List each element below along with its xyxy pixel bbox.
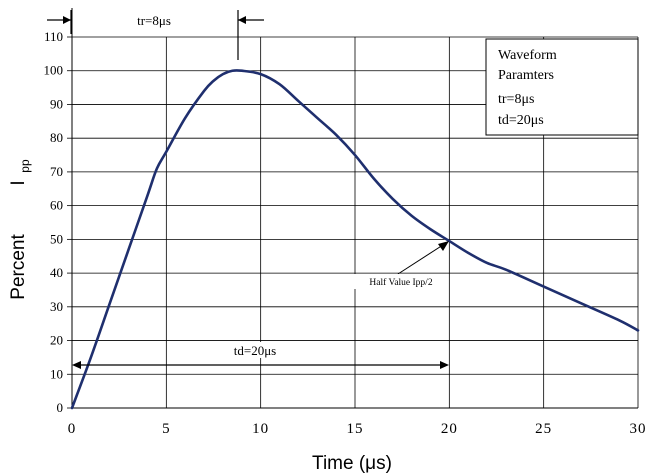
x-tick-label-25: 25 xyxy=(535,421,552,437)
y-tick-label-90: 90 xyxy=(50,96,63,111)
y-tick-label-0: 0 xyxy=(57,400,64,415)
y-axis-label: Percent xyxy=(8,234,29,300)
td-arrowhead-right xyxy=(440,361,449,369)
x-tick-label-0: 0 xyxy=(68,421,77,437)
series-line-0 xyxy=(70,69,640,410)
y-tick-label-10: 10 xyxy=(50,366,63,381)
y-axis-label-group: Percent I pp xyxy=(8,159,32,300)
half-value-label: Half Value Ipp/2 xyxy=(369,277,432,288)
x-tick-label-30: 30 xyxy=(630,421,647,437)
y-axis-label-symbol: I xyxy=(8,180,29,185)
y-tick-label-60: 60 xyxy=(50,198,63,213)
y-tick-label-80: 80 xyxy=(50,130,63,145)
legend-line-1: Waveform xyxy=(498,48,557,63)
tr-arrowhead-left xyxy=(63,16,71,24)
td-label-bg xyxy=(221,342,289,358)
legend-line-4: td=20μs xyxy=(498,113,544,128)
y-tick-label-30: 30 xyxy=(50,299,63,314)
legend-box xyxy=(485,38,639,136)
y-tick-label-20: 20 xyxy=(50,333,63,348)
series-layer xyxy=(70,69,640,410)
y-tick-label-70: 70 xyxy=(50,164,63,179)
x-tick-label-20: 20 xyxy=(441,421,458,437)
half-value-pointer xyxy=(397,242,447,275)
x-tick-labels: 0 5 10 15 20 25 30 xyxy=(68,421,647,437)
axes xyxy=(67,8,638,409)
x-tick-label-10: 10 xyxy=(252,421,269,437)
y-tick-label-100: 100 xyxy=(44,63,64,78)
x-tick-label-15: 15 xyxy=(347,421,364,437)
y-tick-label-50: 50 xyxy=(50,231,63,246)
half-value-arrowhead xyxy=(438,241,449,251)
y-axis-label-subscript: pp xyxy=(18,159,32,173)
y-tick-label-110: 110 xyxy=(44,29,63,44)
x-tick-label-5: 5 xyxy=(162,421,171,437)
legend-line-3: tr=8μs xyxy=(498,92,534,107)
td-arrowhead-left xyxy=(72,361,81,369)
x-axis-label: Time (μs) xyxy=(312,453,392,474)
tr-arrowhead-right xyxy=(238,16,246,24)
td-label: td=20μs xyxy=(234,343,276,358)
legend-line-2: Paramters xyxy=(498,68,554,83)
tr-label: tr=8μs xyxy=(137,13,171,28)
y-tick-label-40: 40 xyxy=(50,265,63,280)
annotations: tr=8μs td=20μs Half Value Ipp/2 Waveform… xyxy=(47,10,639,369)
half-value-label-bg xyxy=(354,274,448,289)
y-tick-labels: 0 10 20 30 40 50 60 70 80 90 100 110 xyxy=(44,29,64,415)
